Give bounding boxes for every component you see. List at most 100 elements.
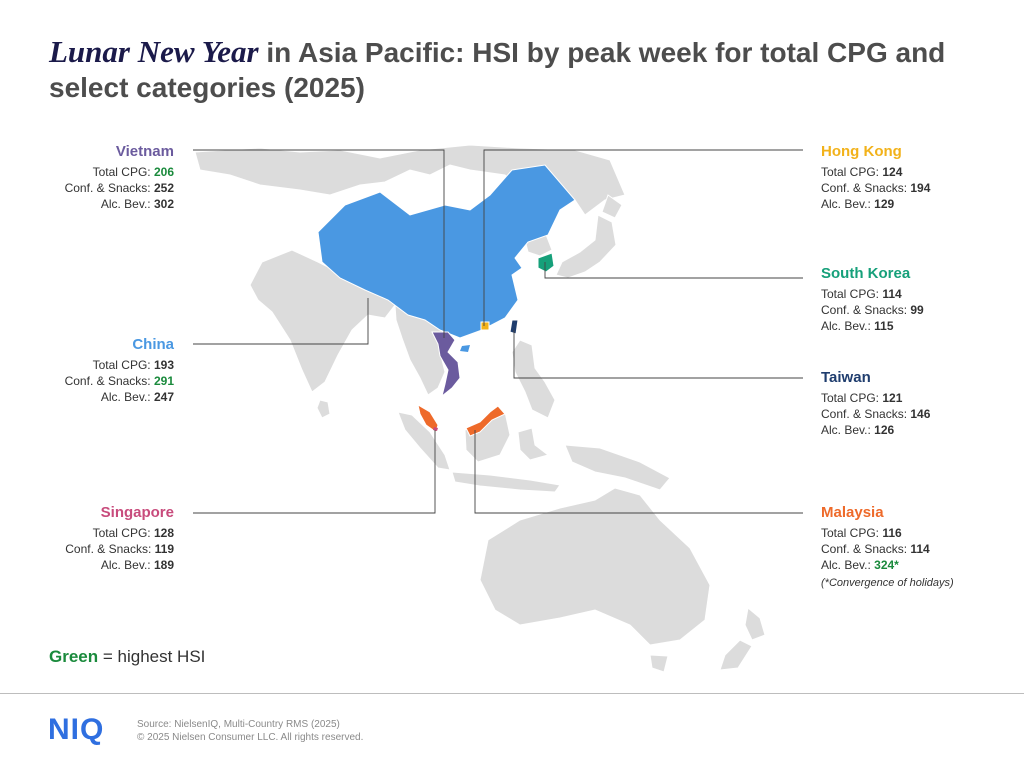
- stat-label: Total CPG:: [821, 526, 883, 540]
- title-rest: in Asia Pacific: HSI by peak week for to…: [49, 37, 946, 103]
- stat-label: Conf. & Snacks:: [821, 303, 911, 317]
- legend-text: = highest HSI: [98, 647, 206, 666]
- stat-row: Total CPG: 193: [65, 357, 174, 373]
- land-newzealand: [744, 607, 766, 641]
- map-singapore: [433, 427, 438, 431]
- country-name: Malaysia: [821, 504, 884, 521]
- stat-row: Alc. Bev.: 247: [65, 389, 174, 405]
- stat-row: Total CPG: 128: [65, 525, 174, 541]
- stat-label: Conf. & Snacks:: [65, 542, 155, 556]
- stat-value: 189: [153, 558, 174, 572]
- vietnam-stats: Vietnam Total CPG: 206 Conf. & Snacks: 252…: [65, 143, 174, 212]
- singapore-stats: Singapore Total CPG: 128 Conf. & Snacks: 1…: [65, 504, 174, 573]
- stat-label: Alc. Bev.:: [100, 390, 154, 404]
- stat-value: 124: [882, 165, 903, 179]
- source-note: Source: NielsenIQ, Multi-Country RMS (20…: [137, 718, 363, 744]
- china-stats: China Total CPG: 193 Conf. & Snacks: 291 Al…: [65, 336, 174, 405]
- stat-value: 291: [153, 374, 174, 388]
- land-tasmania: [649, 654, 669, 673]
- map-malaysia-peninsula: [417, 403, 439, 433]
- stat-value: 324*: [874, 558, 899, 572]
- title-italic: Lunar New Year: [49, 34, 259, 69]
- stat-row: Total CPG: 116: [821, 525, 954, 541]
- country-name: Taiwan: [821, 369, 871, 386]
- land-japan: [555, 214, 617, 279]
- stat-value: 99: [910, 303, 924, 317]
- land-philippines: [511, 339, 556, 419]
- country-name: China: [132, 336, 174, 353]
- legend: Green = highest HSI: [49, 647, 205, 667]
- stat-row: Alc. Bev.: 126: [821, 422, 930, 438]
- legend-green-word: Green: [49, 647, 99, 666]
- stat-value: 121: [882, 391, 903, 405]
- stat-row: Alc. Bev.: 302: [65, 196, 174, 212]
- stat-value: 194: [910, 181, 931, 195]
- stat-label: Alc. Bev.:: [821, 197, 875, 211]
- stat-row: Total CPG: 206: [65, 164, 174, 180]
- stat-row: Total CPG: 114: [821, 286, 924, 302]
- map-hong-kong: [480, 321, 490, 331]
- stat-value: 247: [153, 390, 174, 404]
- stat-row: Total CPG: 121: [821, 390, 930, 406]
- stat-value: 193: [153, 358, 174, 372]
- stat-row: Conf. & Snacks: 252: [65, 180, 174, 196]
- stat-label: Conf. & Snacks:: [821, 542, 911, 556]
- map-taiwan: [509, 319, 519, 335]
- leader-malaysia: [474, 430, 803, 514]
- stat-label: Total CPG:: [92, 526, 154, 540]
- stat-label: Total CPG:: [821, 165, 883, 179]
- stat-value: 114: [910, 542, 930, 556]
- land-sumatra: [397, 411, 451, 471]
- hong-kong-stats: Hong Kong Total CPG: 124 Conf. & Snacks: 1…: [821, 143, 930, 212]
- stat-value: 114: [882, 287, 902, 301]
- stat-value: 129: [874, 197, 895, 211]
- map-hainan: [460, 345, 470, 352]
- land-srilanka: [316, 399, 331, 419]
- stat-row: Conf. & Snacks: 291: [65, 373, 174, 389]
- stat-row: Conf. & Snacks: 119: [65, 541, 174, 557]
- land-sulawesi: [517, 427, 550, 461]
- stat-label: Conf. & Snacks:: [821, 407, 911, 421]
- south-korea-stats: South Korea Total CPG: 114 Conf. & Snacks:…: [821, 265, 924, 334]
- leader-china: [193, 298, 369, 345]
- stat-label: Conf. & Snacks:: [64, 181, 154, 195]
- stat-value: 119: [154, 542, 174, 556]
- stat-label: Alc. Bev.:: [100, 558, 154, 572]
- leader-taiwan: [513, 330, 803, 379]
- map-china: [317, 164, 576, 339]
- stat-label: Total CPG:: [821, 391, 883, 405]
- land-java: [451, 471, 561, 493]
- map-vietnam: [431, 331, 461, 398]
- stat-label: Alc. Bev.:: [821, 319, 875, 333]
- stat-label: Alc. Bev.:: [821, 558, 875, 572]
- source-line: Source: NielsenIQ, Multi-Country RMS (20…: [137, 719, 340, 730]
- map-malaysia-borneo: [465, 405, 506, 437]
- leader-south-korea: [544, 262, 803, 279]
- leader-vietnam: [193, 149, 445, 338]
- land-hokkaido: [601, 194, 623, 219]
- stat-row: Alc. Bev.: 324*: [821, 557, 954, 573]
- land-newguinea: [564, 444, 671, 491]
- malaysia-stats: Malaysia Total CPG: 116 Conf. & Snacks: 11…: [821, 504, 954, 591]
- stat-label: Alc. Bev.:: [100, 197, 154, 211]
- footer-divider: [0, 693, 1024, 694]
- stat-value: 126: [874, 423, 895, 437]
- stat-label: Total CPG:: [821, 287, 883, 301]
- copyright-line: © 2025 Nielsen Consumer LLC. All rights …: [137, 732, 364, 743]
- country-name: South Korea: [821, 265, 911, 282]
- stat-row: Alc. Bev.: 189: [65, 557, 174, 573]
- stat-value: 302: [153, 197, 174, 211]
- stat-value: 146: [910, 407, 931, 421]
- land-australia: [479, 487, 711, 646]
- leader-singapore: [193, 430, 436, 514]
- stat-row: Alc. Bev.: 115: [821, 318, 924, 334]
- stat-row: Alc. Bev.: 129: [821, 196, 930, 212]
- stat-row: Conf. & Snacks: 194: [821, 180, 930, 196]
- stat-label: Alc. Bev.:: [821, 423, 875, 437]
- page-title: Lunar New Year in Asia Pacific: HSI by p…: [49, 34, 989, 105]
- stat-label: Conf. & Snacks:: [64, 374, 154, 388]
- stat-row: Conf. & Snacks: 114: [821, 541, 954, 557]
- stat-row: Conf. & Snacks: 99: [821, 302, 924, 318]
- stat-value: 128: [153, 526, 174, 540]
- taiwan-stats: Taiwan Total CPG: 121 Conf. & Snacks: 146 A…: [821, 369, 930, 438]
